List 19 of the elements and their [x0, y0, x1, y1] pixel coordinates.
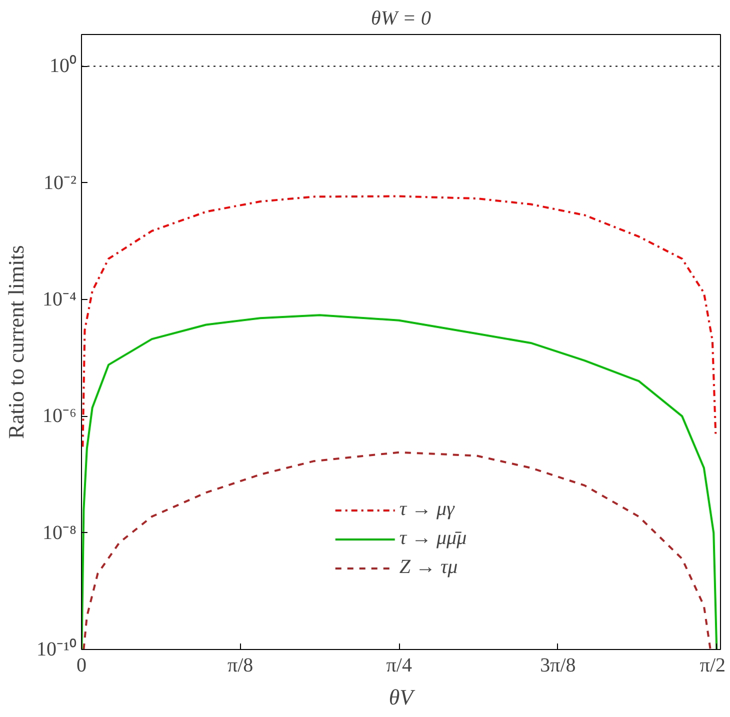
y-tick-label: 10⁰ [50, 54, 76, 78]
x-tick-label: π/2 [700, 654, 726, 676]
legend-label: τ → μγ [399, 498, 454, 521]
line-series [82, 195, 717, 448]
y-axis-title: Ratio to current limits [4, 245, 29, 439]
legend-label: τ → μμ̄μ [399, 527, 467, 550]
line-series [82, 451, 712, 650]
y-tick-label: 10⁻⁶ [42, 405, 77, 428]
x-tick-label: 0 [76, 654, 86, 676]
y-tick-label: 10⁻⁴ [42, 288, 77, 311]
x-tick-label: π/4 [386, 654, 412, 676]
x-axis-title: θV [388, 684, 416, 710]
y-tick-label: 10⁻⁸ [42, 522, 77, 544]
legend-label: Z → τμ [399, 556, 458, 579]
chart-title: θW = 0 [371, 8, 431, 30]
x-tick-label: π/8 [227, 654, 254, 676]
x-tick-label: 3π/8 [540, 654, 576, 676]
y-tick-label: 10⁻² [44, 172, 77, 194]
y-tick-label: 10⁻¹⁰ [36, 638, 77, 660]
